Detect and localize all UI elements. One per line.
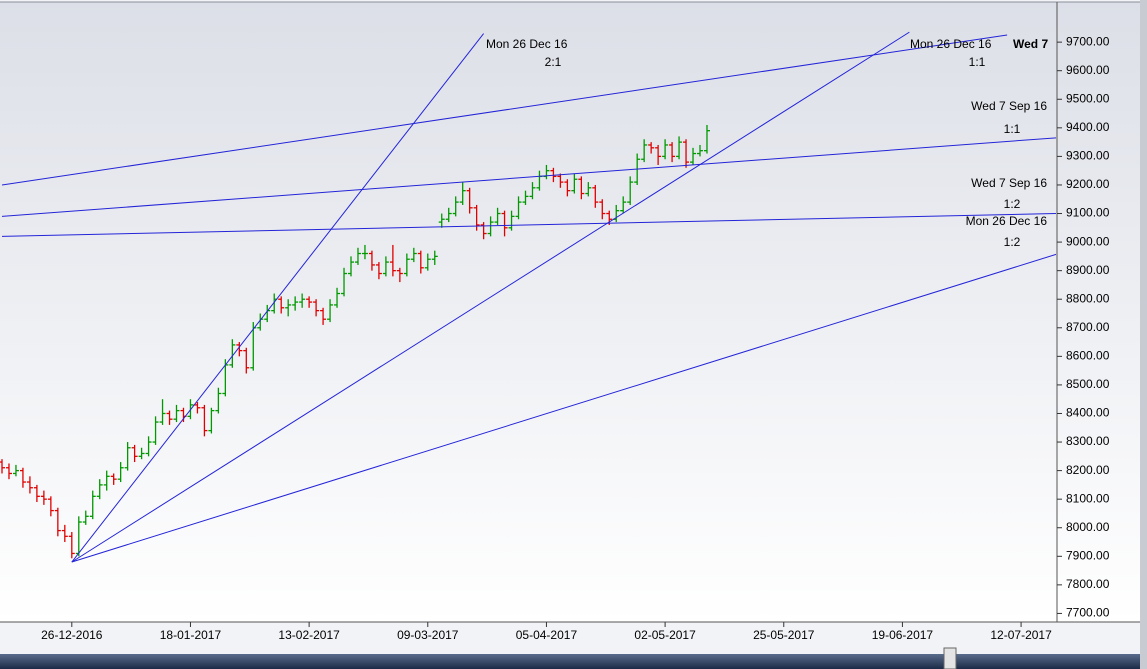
x-tick-label: 02-05-2017: [634, 628, 696, 642]
gann-date-label: Mon 26 Dec 16: [966, 214, 1048, 228]
scrollbar[interactable]: [0, 654, 1140, 669]
y-tick-label: 9000.00: [1066, 234, 1110, 248]
y-tick-label: 8800.00: [1066, 291, 1110, 305]
gann-line: [1, 213, 1056, 237]
y-tick-label: 7800.00: [1066, 577, 1110, 591]
gann-date-label: Mon 26 Dec 16: [910, 37, 992, 51]
x-tick-label: 18-01-2017: [160, 628, 222, 642]
y-tick-label: 9200.00: [1066, 177, 1110, 191]
y-tick-label: 8200.00: [1066, 463, 1110, 477]
gann-date-label: Wed 7 Sep 16: [971, 99, 1047, 113]
y-tick-label: 8100.00: [1066, 491, 1110, 505]
gann-ratio-label: 1:1: [969, 55, 986, 69]
gann-date-label: Wed 7 Sep 16: [971, 176, 1047, 190]
y-tick-label: 9300.00: [1066, 149, 1110, 163]
gann-ratio-label: 1:1: [1004, 122, 1021, 136]
y-tick-label: 8900.00: [1066, 263, 1110, 277]
y-tick-label: 7700.00: [1066, 606, 1110, 620]
plot: [0, 31, 1057, 563]
gann-ratio-label: 2:1: [545, 55, 562, 69]
y-tick-label: 7900.00: [1066, 548, 1110, 562]
scroll-thumb[interactable]: [943, 647, 957, 669]
y-tick-label: 9100.00: [1066, 206, 1110, 220]
gann-date-label: Mon 26 Dec 16: [486, 37, 568, 51]
y-tick-label: 8700.00: [1066, 320, 1110, 334]
x-tick-label: 12-07-2017: [990, 628, 1052, 642]
x-tick-label: 19-06-2017: [872, 628, 934, 642]
y-tick-label: 8300.00: [1066, 434, 1110, 448]
y-tick-label: 8500.00: [1066, 377, 1110, 391]
y-tick-label: 9500.00: [1066, 91, 1110, 105]
gann-ratio-label: 1:2: [1004, 235, 1021, 249]
x-tick-label: 25-05-2017: [753, 628, 815, 642]
gann-ratio-label: 1:2: [1004, 197, 1021, 211]
gann-line: [1, 137, 1057, 217]
axes: 9700.00 9600.00 9500.00 9400.00 9300.00 9200.…: [41, 34, 1110, 642]
x-tick-label: 26-12-2016: [41, 628, 103, 642]
gann-date-label: Wed 7: [1013, 37, 1048, 51]
x-tick-label: 09-03-2017: [397, 628, 459, 642]
y-tick-label: 8000.00: [1066, 520, 1110, 534]
y-tick-label: 8400.00: [1066, 406, 1110, 420]
y-tick-label: 9700.00: [1066, 34, 1110, 48]
x-tick-label: 05-04-2017: [516, 628, 578, 642]
y-tick-label: 9600.00: [1066, 63, 1110, 77]
y-axis-area: [1057, 2, 1140, 622]
gann-line: [71, 33, 485, 563]
gann-line: [1, 34, 1008, 186]
plot-area: [0, 2, 1057, 622]
x-tick-label: 13-02-2017: [278, 628, 340, 642]
y-tick-label: 8600.00: [1066, 349, 1110, 363]
gann-line: [71, 253, 1057, 563]
window-edge: [1140, 0, 1147, 669]
gann-line: [71, 31, 910, 563]
y-tick-label: 9400.00: [1066, 120, 1110, 134]
